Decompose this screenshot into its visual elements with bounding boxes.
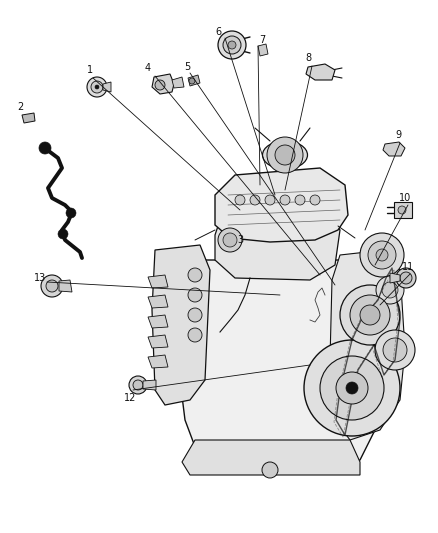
Text: 9: 9 (395, 130, 401, 140)
Circle shape (250, 195, 260, 205)
Polygon shape (148, 335, 168, 348)
Circle shape (396, 268, 416, 288)
Bar (394, 202, 412, 218)
Text: 7: 7 (259, 35, 265, 45)
Circle shape (228, 41, 236, 49)
Polygon shape (330, 250, 405, 440)
Circle shape (223, 36, 241, 54)
Polygon shape (148, 315, 168, 328)
Circle shape (376, 249, 388, 261)
Circle shape (340, 285, 400, 345)
Circle shape (188, 308, 202, 322)
Text: 5: 5 (184, 62, 190, 72)
Circle shape (95, 85, 99, 89)
Text: 1: 1 (87, 65, 93, 75)
Circle shape (265, 195, 275, 205)
Text: 4: 4 (145, 63, 151, 73)
Polygon shape (148, 295, 168, 308)
Polygon shape (59, 280, 72, 292)
Circle shape (41, 275, 63, 297)
Polygon shape (306, 64, 335, 80)
Polygon shape (152, 74, 174, 94)
Circle shape (295, 195, 305, 205)
Circle shape (66, 208, 76, 218)
Circle shape (280, 195, 290, 205)
Circle shape (346, 382, 358, 394)
Polygon shape (175, 260, 390, 465)
Circle shape (91, 81, 103, 93)
Circle shape (350, 295, 390, 335)
Circle shape (188, 328, 202, 342)
Circle shape (262, 462, 278, 478)
Circle shape (129, 376, 147, 394)
Circle shape (223, 233, 237, 247)
Circle shape (360, 305, 380, 325)
Circle shape (188, 288, 202, 302)
Polygon shape (152, 245, 210, 405)
Circle shape (400, 272, 412, 284)
Circle shape (218, 228, 242, 252)
Circle shape (188, 268, 202, 282)
Polygon shape (103, 82, 111, 92)
Circle shape (267, 137, 303, 173)
Text: 2: 2 (17, 102, 23, 112)
Circle shape (304, 340, 400, 436)
Polygon shape (22, 113, 35, 123)
Polygon shape (258, 44, 268, 56)
Circle shape (275, 145, 295, 165)
Circle shape (383, 338, 407, 362)
Circle shape (368, 241, 396, 269)
Text: 8: 8 (305, 53, 311, 63)
Ellipse shape (262, 141, 307, 169)
Circle shape (360, 233, 404, 277)
Circle shape (218, 31, 246, 59)
Circle shape (133, 380, 143, 390)
Circle shape (46, 280, 58, 292)
Polygon shape (383, 142, 405, 156)
Circle shape (320, 356, 384, 420)
Circle shape (336, 372, 368, 404)
Circle shape (376, 276, 404, 304)
Polygon shape (390, 273, 400, 283)
Circle shape (39, 142, 51, 154)
Polygon shape (143, 380, 156, 390)
Circle shape (310, 195, 320, 205)
Circle shape (87, 77, 107, 97)
Polygon shape (172, 77, 184, 88)
Circle shape (235, 195, 245, 205)
Circle shape (398, 206, 406, 214)
Polygon shape (148, 355, 168, 368)
Circle shape (382, 282, 398, 298)
Circle shape (189, 78, 195, 84)
Polygon shape (182, 440, 360, 475)
Text: 11: 11 (402, 262, 414, 272)
Text: 3: 3 (237, 235, 243, 245)
Circle shape (155, 80, 165, 90)
Text: 10: 10 (399, 193, 411, 203)
Circle shape (58, 229, 68, 239)
Polygon shape (188, 75, 200, 86)
Polygon shape (148, 275, 168, 288)
Polygon shape (215, 215, 340, 280)
Text: 6: 6 (215, 27, 221, 37)
Text: 13: 13 (34, 273, 46, 283)
Polygon shape (215, 168, 348, 242)
Circle shape (375, 330, 415, 370)
Text: 12: 12 (124, 393, 136, 403)
